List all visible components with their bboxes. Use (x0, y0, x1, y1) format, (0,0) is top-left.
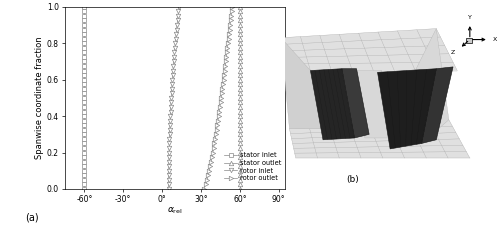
Polygon shape (290, 120, 470, 158)
Polygon shape (342, 69, 369, 138)
Text: Y: Y (468, 14, 472, 20)
Text: Z: Z (451, 50, 456, 55)
Polygon shape (378, 69, 436, 149)
Text: X: X (493, 37, 497, 42)
Polygon shape (422, 67, 453, 144)
Text: (b): (b) (346, 176, 358, 184)
Polygon shape (281, 29, 457, 71)
Text: (a): (a) (26, 213, 39, 223)
X-axis label: $\alpha_\mathregular{rel}$: $\alpha_\mathregular{rel}$ (168, 206, 183, 216)
Y-axis label: Spanwise coordinate fraction: Spanwise coordinate fraction (35, 36, 44, 159)
Polygon shape (416, 29, 449, 138)
Polygon shape (310, 69, 354, 140)
Bar (466, 38, 472, 43)
Legend: stator inlet, stator outlet, rotor inlet, rotor outlet: stator inlet, stator outlet, rotor inlet… (223, 152, 282, 182)
Polygon shape (281, 38, 323, 129)
Polygon shape (352, 71, 395, 138)
